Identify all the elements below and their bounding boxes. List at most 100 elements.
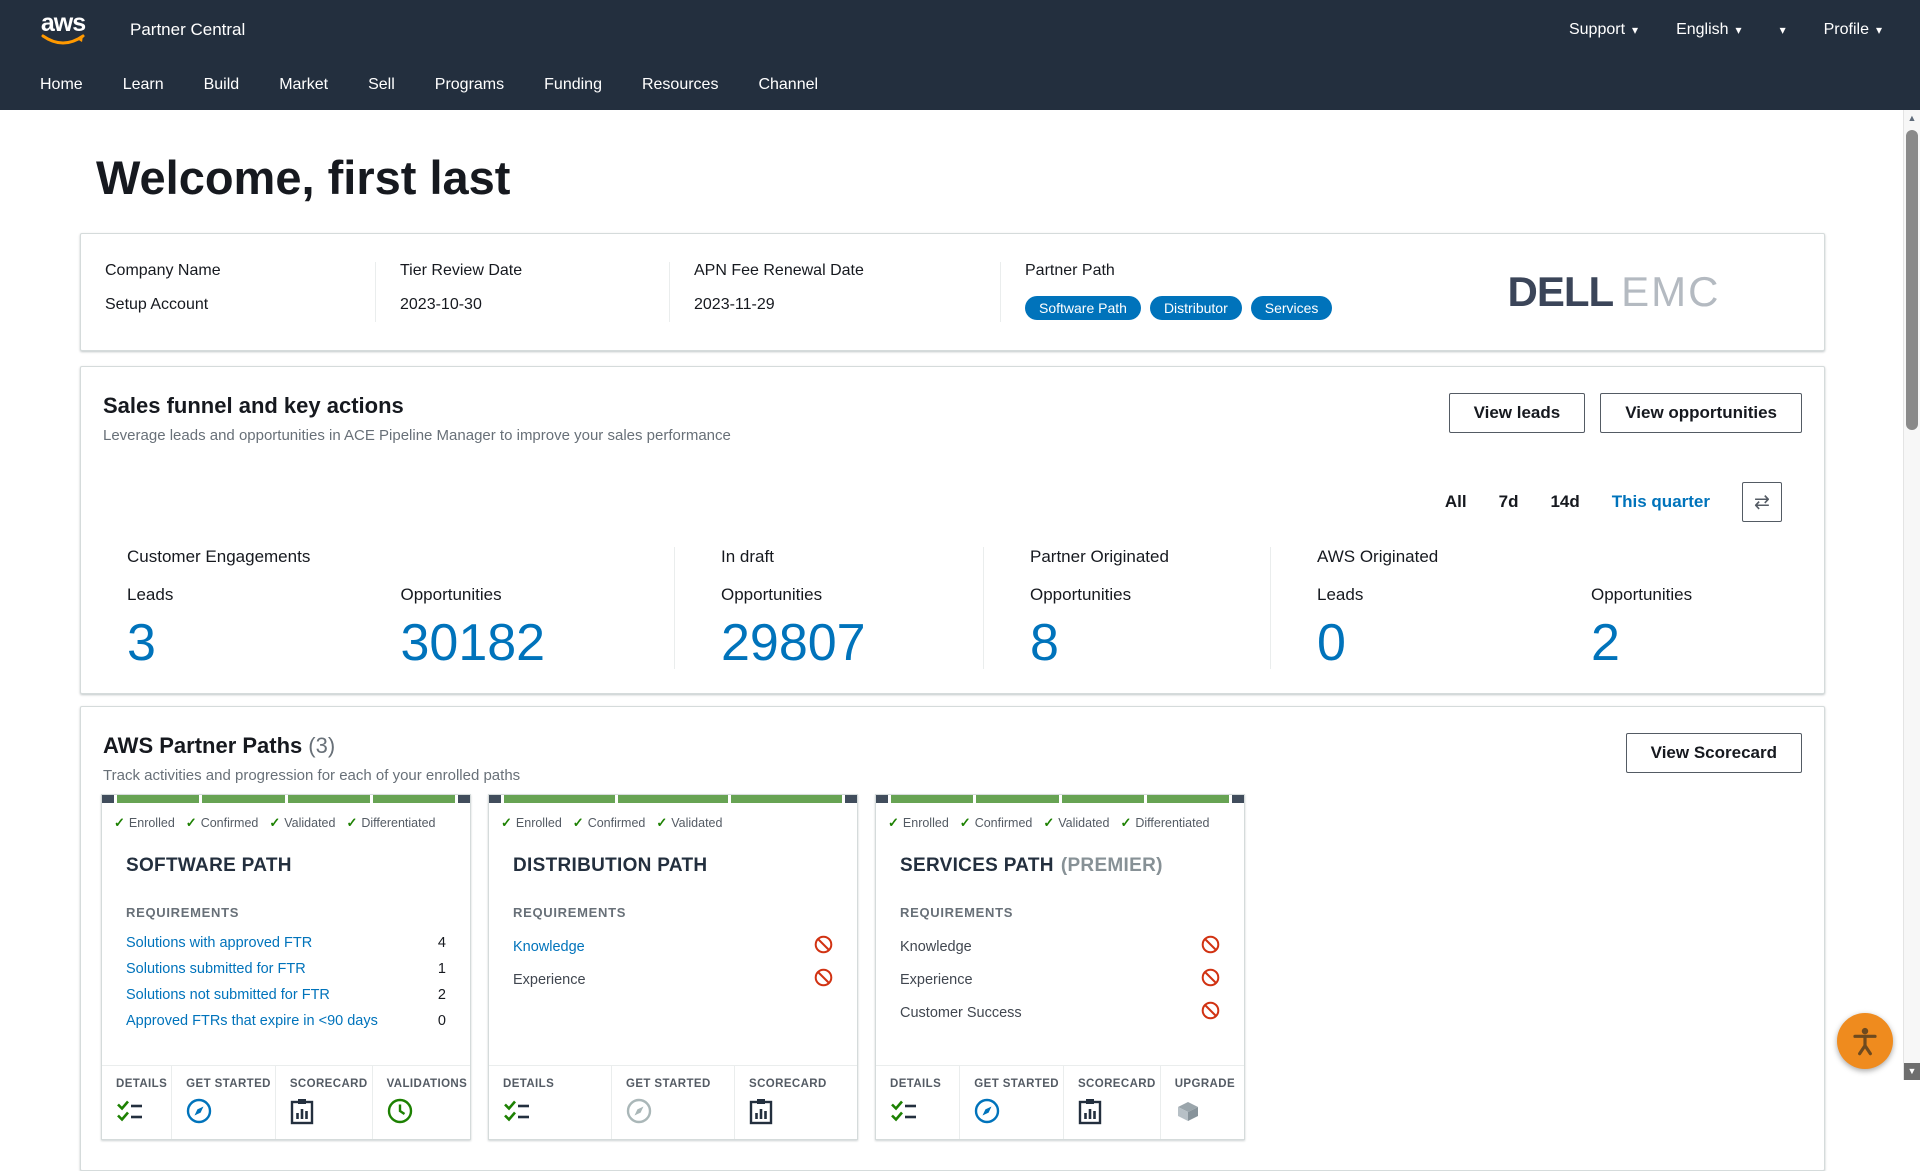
requirement-link[interactable]: Knowledge: [513, 938, 585, 955]
stat-opportunities: Opportunities 2: [1591, 585, 1865, 669]
stat-value-link[interactable]: 30182: [400, 614, 546, 672]
accessibility-widget-button[interactable]: [1837, 1013, 1893, 1069]
dell-emc-logo: DELL EMC: [1404, 268, 1824, 316]
support-menu[interactable]: Support ▾: [1569, 21, 1638, 39]
partner-path-badges: Software Path Distributor Services: [1025, 296, 1380, 320]
badge-services[interactable]: Services: [1250, 296, 1333, 320]
badge-distributor[interactable]: Distributor: [1149, 296, 1242, 320]
scorecard-action[interactable]: SCORECARD: [734, 1066, 857, 1139]
compass-icon: [186, 1097, 271, 1125]
stat-opportunities: Opportunities 8: [1030, 585, 1270, 669]
details-action[interactable]: DETAILS: [489, 1066, 611, 1139]
checklist-icon: [503, 1097, 607, 1125]
nav-item-market[interactable]: Market: [279, 75, 329, 93]
apn-renewal-field: APN Fee Renewal Date 2023-11-29: [669, 262, 1000, 322]
filter-7d[interactable]: 7d: [1498, 492, 1519, 511]
scroll-down-arrow-icon[interactable]: ▼: [1904, 1063, 1920, 1080]
scorecard-action[interactable]: SCORECARD: [1062, 1066, 1160, 1139]
stage-differentiated: ✓ Differentiated: [1120, 815, 1210, 830]
requirements-heading: REQUIREMENTS: [900, 905, 1014, 920]
apn-renewal-value: 2023-11-29: [694, 296, 775, 313]
scroll-up-arrow-icon[interactable]: ▲: [1907, 113, 1917, 123]
path-title: SOFTWARE PATH: [126, 855, 292, 876]
stat-leads: Leads 0: [1317, 585, 1591, 669]
stat-value-link[interactable]: 0: [1317, 614, 1346, 672]
path-title: SERVICES PATH (PREMIER): [900, 855, 1163, 876]
requirement-link[interactable]: Solutions not submitted for FTR: [126, 987, 330, 1003]
stat-opportunities: Opportunities 29807: [721, 585, 983, 669]
view-opportunities-button[interactable]: View opportunities: [1600, 393, 1802, 433]
stat-value-link[interactable]: 29807: [721, 614, 866, 672]
requirement-row: Customer Success: [876, 996, 1244, 1029]
path-tier-suffix: (PREMIER): [1060, 855, 1163, 876]
stat-group-partner-originated: Partner Originated Opportunities 8: [983, 547, 1270, 669]
box-icon: [1175, 1097, 1240, 1125]
clipboard-chart-icon: [1078, 1097, 1156, 1125]
language-menu-label: English: [1676, 20, 1729, 38]
details-action[interactable]: DETAILS: [876, 1066, 959, 1139]
chevron-down-icon: ▾: [1632, 22, 1639, 37]
nav-item-programs[interactable]: Programs: [434, 75, 505, 93]
company-name-field: Company Name Setup Account: [81, 262, 375, 322]
brand-title[interactable]: Partner Central: [130, 19, 246, 39]
validations-action[interactable]: VALIDATIONS: [371, 1066, 472, 1139]
requirement-row: Solutions not submitted for FTR 2: [102, 982, 470, 1008]
nav-item-learn[interactable]: Learn: [122, 75, 164, 93]
nav-item-home[interactable]: Home: [40, 75, 83, 93]
get-started-action[interactable]: GET STARTED: [171, 1066, 275, 1139]
stat-value-link[interactable]: 3: [127, 614, 156, 672]
notifications-menu[interactable]: ▾: [1780, 24, 1786, 36]
path-progress-bar: [489, 795, 858, 803]
nav-item-sell[interactable]: Sell: [368, 75, 395, 93]
stat-label: Leads: [1317, 585, 1364, 604]
page-title: Welcome, first last: [96, 151, 511, 204]
filter-this-quarter[interactable]: This quarter: [1611, 492, 1710, 511]
filter-all[interactable]: All: [1444, 492, 1467, 511]
nav-item-channel[interactable]: Channel: [758, 75, 819, 93]
nav-item-funding[interactable]: Funding: [544, 75, 602, 93]
get-started-action-disabled[interactable]: GET STARTED: [611, 1066, 734, 1139]
upgrade-action[interactable]: UPGRADE: [1159, 1066, 1244, 1139]
refresh-icon: ⇄: [1754, 491, 1770, 513]
prohibited-icon: [814, 935, 833, 958]
view-leads-button[interactable]: View leads: [1448, 393, 1586, 433]
nav-item-build[interactable]: Build: [203, 75, 240, 93]
language-menu[interactable]: English ▾: [1676, 21, 1742, 39]
aws-logo[interactable]: aws: [38, 11, 88, 48]
stat-label: Opportunities: [400, 585, 502, 604]
prohibited-icon: [1201, 1001, 1220, 1024]
services-path-card: ✓ Enrolled ✓ Confirmed ✓ Validated ✓ Differe…: [875, 794, 1245, 1140]
prohibited-icon: [814, 968, 833, 991]
chevron-down-icon: ▾: [1779, 22, 1786, 37]
requirement-value: 1: [437, 961, 446, 977]
stat-group-name: AWS Originated: [1317, 547, 1439, 566]
stat-value-link[interactable]: 2: [1591, 614, 1620, 672]
view-scorecard-button[interactable]: View Scorecard: [1625, 733, 1802, 773]
requirement-row: Experience: [489, 963, 857, 996]
partner-paths-header: AWS Partner Paths (3) Track activities an…: [101, 733, 1804, 784]
check-icon: ✓: [572, 815, 584, 830]
profile-menu[interactable]: Profile ▾: [1824, 21, 1882, 39]
requirement-link[interactable]: Solutions submitted for FTR: [126, 961, 306, 977]
page-scrollbar[interactable]: ▲ ▼: [1903, 110, 1920, 1080]
details-action[interactable]: DETAILS: [102, 1066, 171, 1139]
sales-funnel-card: Sales funnel and key actions Leverage le…: [80, 366, 1825, 694]
path-cards-row: ✓ Enrolled ✓ Confirmed ✓ Validated ✓ Differe…: [101, 794, 1804, 1140]
refresh-button[interactable]: ⇄: [1742, 482, 1782, 522]
filter-14d[interactable]: 14d: [1550, 492, 1580, 511]
scorecard-action[interactable]: SCORECARD: [274, 1066, 372, 1139]
stat-value-link[interactable]: 8: [1030, 614, 1059, 672]
requirement-link[interactable]: Approved FTRs that expire in <90 days: [126, 1013, 378, 1029]
distribution-path-card: ✓ Enrolled ✓ Confirmed ✓ Validated DISTRIBU…: [488, 794, 858, 1140]
requirement-link[interactable]: Solutions with approved FTR: [126, 935, 313, 951]
support-menu-label: Support: [1568, 20, 1626, 38]
nav-item-resources[interactable]: Resources: [641, 75, 719, 93]
check-icon: ✓: [114, 815, 125, 830]
requirement-value: 4: [437, 935, 446, 951]
stage-confirmed: ✓ Confirmed: [959, 815, 1033, 830]
path-title: DISTRIBUTION PATH: [513, 855, 708, 876]
scrollbar-thumb[interactable]: [1906, 130, 1918, 430]
get-started-action[interactable]: GET STARTED: [959, 1066, 1063, 1139]
stage-validated: ✓ Validated: [269, 815, 336, 830]
badge-software-path[interactable]: Software Path: [1025, 296, 1141, 320]
